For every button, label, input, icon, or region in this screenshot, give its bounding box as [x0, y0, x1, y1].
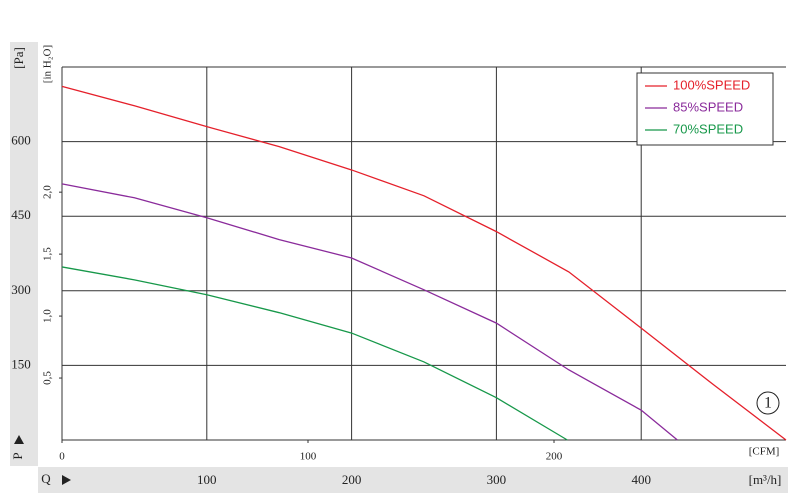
- y2-tick-label: 1,5: [42, 247, 54, 261]
- x-tick-label: 400: [631, 472, 651, 487]
- legend-box: [636, 72, 774, 146]
- x2-label: [CFM]: [749, 446, 780, 458]
- x-arrow: [62, 475, 71, 485]
- y-tick-label: 300: [11, 282, 31, 297]
- x-tick-label: 100: [197, 472, 217, 487]
- series-line: [61, 266, 568, 441]
- x-letter: Q: [41, 471, 51, 486]
- legend-label: 100%SPEED: [673, 77, 750, 92]
- y2-tick-label: 2,0: [42, 185, 54, 199]
- y-letter: P: [10, 452, 25, 459]
- x-tick-label: 300: [487, 472, 507, 487]
- y-tick-label: 150: [11, 356, 31, 371]
- y-arrow: [14, 435, 24, 444]
- x2-tick-label: 200: [546, 451, 563, 463]
- bottom-band: [38, 467, 788, 493]
- x-tick-label: 200: [342, 472, 362, 487]
- y2-tick-label: 0,5: [42, 371, 54, 385]
- x2-tick-label: 100: [300, 451, 317, 463]
- annotation: 1: [764, 395, 772, 412]
- series-line: [61, 183, 678, 441]
- series-line: [61, 85, 787, 441]
- annotation-circle: [756, 391, 780, 415]
- y2-tick-label: 1,0: [42, 309, 54, 323]
- x-label: [m³/h]: [749, 472, 782, 487]
- y-label: [Pa]: [11, 47, 26, 69]
- x2-tick-label: 0: [59, 451, 65, 463]
- legend-label: 85%SPEED: [673, 99, 743, 114]
- legend-label: 70%SPEED: [673, 121, 743, 136]
- left-band: [10, 42, 38, 466]
- y-tick-label: 600: [11, 133, 31, 148]
- y2-label: [in H₂O]: [42, 45, 54, 83]
- y-tick-label: 450: [11, 207, 31, 222]
